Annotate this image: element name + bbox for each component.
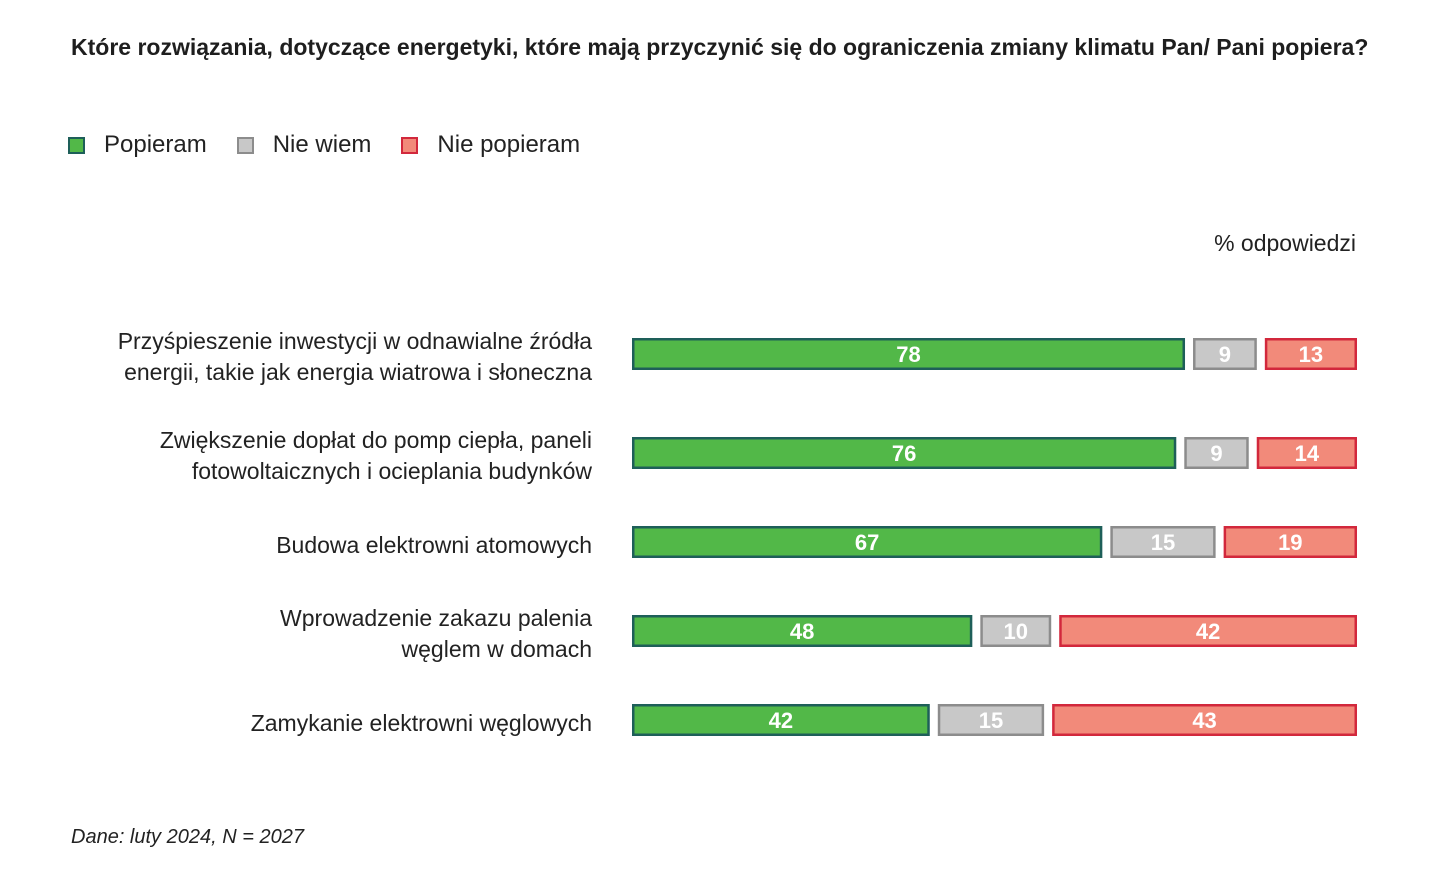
bar-segment-nie-popieram [1052,704,1357,736]
legend-item-nie-wiem: Nie wiem [236,131,372,159]
bar-value-label-nie-wiem: 15 [979,708,1003,733]
bar-segment-nie-popieram [1223,526,1358,558]
bar-segment-popieram [632,615,973,647]
legend-swatch-popieram [68,136,85,154]
bar-segment-popieram [632,704,930,736]
bar-value-label-nie-popieram: 19 [1278,530,1302,555]
bar-segment-popieram [632,437,1177,469]
bar-value-label-popieram: 48 [790,619,814,644]
bar-value-label-nie-popieram: 42 [1196,619,1220,644]
category-label: Wprowadzenie zakazu palenia węglem w doma… [32,603,592,665]
bar-segment-popieram [632,526,1103,558]
legend-label-nie-wiem: Nie wiem [272,131,372,158]
bar-value-label-nie-wiem: 10 [1004,619,1028,644]
legend-item-nie-popieram: Nie popieram [401,131,580,159]
bar-segment-popieram [632,338,1186,370]
bar-value-label-nie-popieram: 14 [1295,441,1320,466]
category-label-line: węglem w domach [401,636,592,662]
bar-value-label-popieram: 76 [892,441,916,466]
bar-value-label-nie-popieram: 43 [1192,708,1216,733]
category-label-line: fotowoltaicznych i ocieplania budynków [191,458,592,484]
category-label-line: Zwiększenie dopłat do pomp ciepła, panel… [159,427,592,453]
footnote: Dane: luty 2024, N = 2027 [71,826,304,848]
bar-value-label-popieram: 42 [769,708,793,733]
category-label-line: Zamykanie elektrowni węglowych [250,709,592,736]
legend-swatch-nie-wiem [236,136,254,154]
bar-value-label-nie-popieram: 13 [1299,342,1323,367]
bar-value-label-popieram: 67 [855,530,879,555]
bar-value-label-nie-wiem: 9 [1219,342,1231,367]
bar-segment-nie-popieram [1256,437,1358,469]
legend-label-popieram: Popieram [104,131,207,158]
legend-swatch-nie-popieram [401,136,419,154]
category-label-line: Budowa elektrowni atomowych [276,531,592,558]
category-label-line: Wprowadzenie zakazu palenia [280,605,592,631]
category-label-line: Przyśpieszenie inwestycji w odnawialne ź… [117,328,592,354]
category-label-line: energii, takie jak energia wiatrowa i sł… [124,359,592,385]
legend-label-nie-popieram: Nie popieram [437,131,581,158]
unit-label: % odpowiedzi [1214,230,1356,256]
bar-segment-nie-wiem [937,704,1045,736]
bar-segment-nie-wiem [1193,338,1257,370]
legend: Popieram Nie wiem Nie popieram [68,131,610,159]
legend-item-popieram: Popieram [68,131,207,159]
category-label: Przyśpieszenie inwestycji w odnawialne ź… [32,326,592,388]
category-label: Budowa elektrowni atomowych [32,530,592,561]
category-label: Zwiększenie dopłat do pomp ciepła, panel… [32,425,592,487]
bar-segment-nie-popieram [1264,338,1357,370]
category-label: Zamykanie elektrowni węglowych [32,708,592,739]
bar-segment-nie-wiem [1110,526,1216,558]
bar-value-label-nie-wiem: 15 [1151,530,1175,555]
bar-segment-nie-popieram [1059,615,1357,647]
bar-segment-nie-wiem [1184,437,1249,469]
bar-segment-nie-wiem [980,615,1052,647]
bar-value-label-popieram: 78 [896,342,920,367]
bar-value-label-nie-wiem: 9 [1210,441,1222,466]
chart-title: Które rozwiązania, dotyczące energetyki,… [71,34,1369,60]
